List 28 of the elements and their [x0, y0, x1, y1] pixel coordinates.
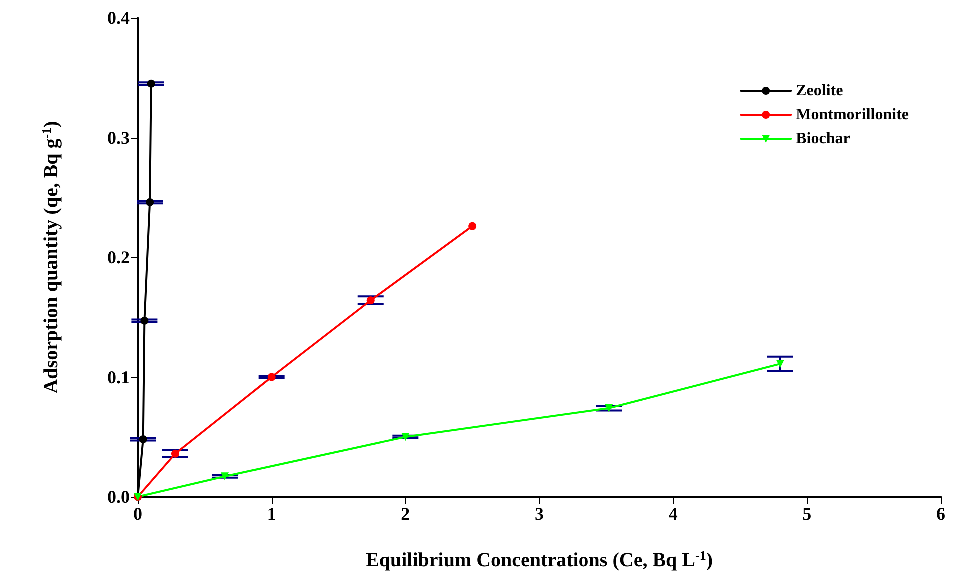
y-tick-label: 0.1 [108, 367, 130, 388]
x-tick-label: 0 [134, 504, 142, 524]
x-tick-label: 4 [668, 504, 678, 524]
point [171, 450, 180, 458]
point [139, 436, 148, 444]
point [220, 472, 229, 481]
x-tick-label: 2 [401, 504, 410, 524]
point [146, 198, 154, 206]
x-tick-label: 3 [535, 504, 544, 524]
point [147, 80, 156, 88]
point [366, 296, 375, 305]
legend-label: Zeolite [796, 82, 844, 100]
point [402, 433, 410, 442]
y-tick-label: 0.2 [108, 248, 130, 268]
point [140, 316, 149, 325]
x-tick-label: 6 [936, 504, 946, 524]
y-axis-title: Adsorption quantity (qe, Bq g-1) [39, 121, 62, 394]
y-tick-label: 0.3 [108, 128, 130, 148]
x-tick-label: 1 [267, 504, 276, 524]
point [268, 373, 276, 382]
point [468, 222, 477, 230]
legend-label: Montmorillonite [796, 106, 910, 124]
legend-label: Biochar [796, 130, 850, 148]
x-tick-label: 5 [802, 504, 812, 524]
y-tick-label: 0.4 [108, 8, 130, 28]
point [776, 360, 784, 368]
y-tick-label: 0.0 [108, 487, 130, 507]
point [605, 404, 614, 412]
